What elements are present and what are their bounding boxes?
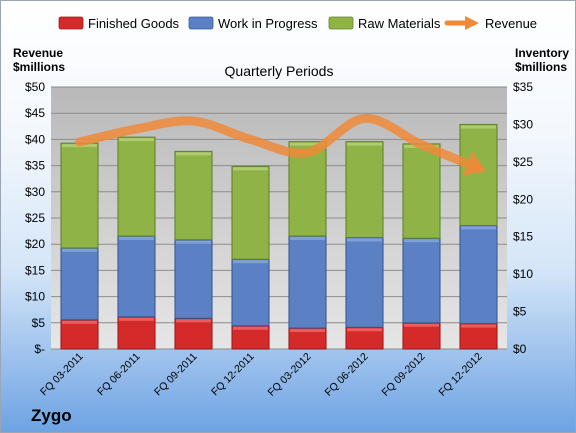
bar-highlight [118, 317, 155, 321]
left-tick-label: $- [34, 342, 45, 356]
bar-highlight [232, 167, 269, 171]
x-tick-label: FQ 09-2011 [152, 351, 200, 399]
bar-segment-raw-materials [459, 123, 498, 226]
legend-swatch-finished-goods [58, 16, 84, 30]
legend: Finished Goods Work in Progress Raw Mate… [58, 16, 537, 31]
bar-segment-raw-materials [174, 150, 213, 241]
x-tick-label: FQ 12-2012 [437, 351, 485, 399]
bar-highlight [346, 328, 383, 332]
bar-segment-finished-goods [174, 317, 213, 350]
bar-highlight [346, 238, 383, 242]
bar-segment-raw-materials [117, 136, 156, 237]
left-axis: $- $5 $10 $15 $20 $25 $30 $35 $40 $45 $50 [25, 80, 45, 356]
left-tick-label: $20 [25, 237, 45, 251]
bar-segment-raw-materials [402, 143, 441, 239]
bar-highlight [460, 324, 497, 328]
bar-segment-work-in-progress [288, 235, 327, 329]
right-axis-label-line1: Inventory [515, 46, 569, 60]
bar-segment-work-in-progress [231, 258, 270, 327]
bar-segment-raw-materials [345, 141, 384, 238]
bar-segment-work-in-progress [174, 239, 213, 319]
legend-label-raw-materials: Raw Materials [358, 16, 441, 31]
right-tick-label: $5 [513, 305, 527, 319]
bar-highlight [289, 142, 326, 146]
legend-swatch-work-in-progress [188, 16, 214, 30]
revenue-arrowhead [462, 151, 486, 176]
left-tick-label: $10 [25, 290, 45, 304]
bar-highlight [346, 142, 383, 146]
bars [60, 123, 498, 350]
x-tick-label: FQ 09-2012 [380, 351, 428, 399]
bar-highlight [460, 125, 497, 129]
bar-segment-finished-goods [117, 316, 156, 350]
right-tick-label: $30 [513, 117, 533, 131]
bar-highlight [289, 236, 326, 240]
bar-highlight [403, 323, 440, 327]
legend-label-work-in-progress: Work in Progress [218, 16, 318, 31]
chart-title: Quarterly Periods [225, 63, 334, 79]
right-tick-label: $15 [513, 230, 533, 244]
legend-label-revenue: Revenue [485, 16, 537, 31]
bar-segment-work-in-progress [459, 224, 498, 325]
right-tick-label: $0 [513, 342, 527, 356]
right-axis: $0 $5 $10 $15 $20 $25 $30 $35 [513, 80, 533, 356]
left-tick-label: $30 [25, 185, 45, 199]
bar-segment-work-in-progress [402, 237, 441, 324]
right-tick-label: $10 [513, 267, 533, 281]
bar-segment-raw-materials [60, 142, 99, 249]
right-tick-label: $20 [513, 192, 533, 206]
bar-highlight [175, 152, 212, 156]
bar-highlight [61, 320, 98, 324]
bar-highlight [232, 326, 269, 330]
bar-highlight [460, 226, 497, 230]
bar-segment-finished-goods [402, 322, 441, 350]
bar-segment-finished-goods [60, 319, 99, 350]
left-tick-label: $45 [25, 106, 45, 120]
left-tick-label: $50 [25, 80, 45, 94]
revenue-line-path [75, 113, 483, 173]
x-tick-label: FQ 12-2011 [209, 351, 257, 399]
right-tick-label: $25 [513, 155, 533, 169]
x-axis: FQ 03-2011 FQ 06-2011 FQ 09-2011 FQ 12-2011… [38, 351, 485, 399]
x-tick-label: FQ 03-2012 [266, 351, 314, 399]
left-axis-label-line1: Revenue [13, 46, 63, 60]
right-axis-label-line2: $millions [515, 60, 567, 74]
bar-highlight [175, 319, 212, 323]
bar-highlight [118, 236, 155, 240]
bar-highlight [232, 260, 269, 264]
legend-swatch-raw-materials [328, 16, 354, 30]
left-tick-label: $15 [25, 263, 45, 277]
bar-segment-raw-materials [231, 165, 270, 260]
bar-segment-finished-goods [459, 323, 498, 350]
left-tick-label: $25 [25, 211, 45, 225]
bar-highlight [403, 239, 440, 243]
legend-swatch-revenue [444, 16, 479, 30]
right-tick-label: $35 [513, 80, 533, 94]
bar-segment-work-in-progress [117, 235, 156, 318]
bar-segment-work-in-progress [60, 247, 99, 321]
x-tick-label: FQ 03-2011 [38, 351, 86, 399]
bar-highlight [289, 329, 326, 333]
bar-highlight [61, 248, 98, 252]
bar-highlight [175, 240, 212, 244]
x-tick-label: FQ 06-2011 [95, 351, 143, 399]
left-tick-label: $35 [25, 159, 45, 173]
legend-label-finished-goods: Finished Goods [88, 16, 180, 31]
bar-highlight [118, 138, 155, 142]
bar-segment-work-in-progress [345, 236, 384, 328]
x-tick-label: FQ 06-2012 [323, 351, 371, 399]
company-name: Zygo [31, 406, 72, 425]
revenue-line [75, 113, 486, 176]
left-tick-label: $5 [32, 316, 46, 330]
left-tick-label: $40 [25, 132, 45, 146]
left-axis-label-line2: $millions [13, 60, 65, 74]
